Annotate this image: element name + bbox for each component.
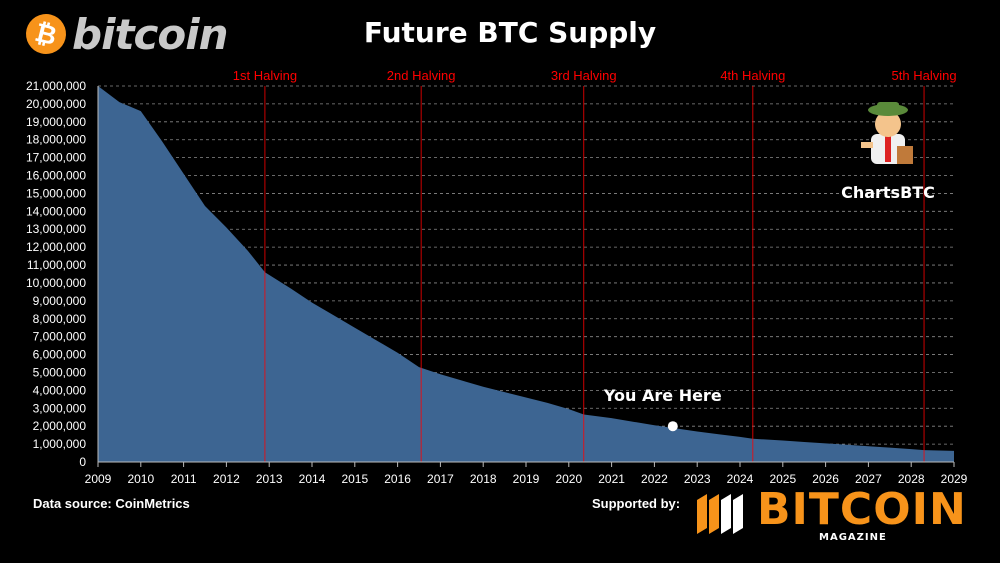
y-tick-label: 2,000,000 <box>33 419 87 433</box>
y-tick-label: 21,000,000 <box>26 79 86 93</box>
y-tick-label: 20,000,000 <box>26 97 86 111</box>
y-tick-label: 4,000,000 <box>33 383 87 397</box>
y-tick-label: 17,000,000 <box>26 151 86 165</box>
supply-area <box>98 86 954 462</box>
x-tick-label: 2013 <box>256 472 283 486</box>
x-tick-label: 2016 <box>384 472 411 486</box>
y-tick-label: 8,000,000 <box>33 312 87 326</box>
y-tick-label: 18,000,000 <box>26 133 86 147</box>
you-are-here-marker <box>667 421 678 432</box>
x-tick-label: 2021 <box>598 472 625 486</box>
magazine-subtitle: MAGAZINE <box>819 532 887 543</box>
x-tick-label: 2025 <box>769 472 796 486</box>
x-tick-label: 2020 <box>555 472 582 486</box>
x-tick-label: 2023 <box>684 472 711 486</box>
y-tick-label: 13,000,000 <box>26 222 86 236</box>
you-are-here-label: You Are Here <box>603 386 722 405</box>
y-tick-label: 12,000,000 <box>26 240 86 254</box>
x-tick-label: 2028 <box>898 472 925 486</box>
x-tick-label: 2018 <box>470 472 497 486</box>
y-tick-label: 5,000,000 <box>33 365 87 379</box>
y-tick-label: 19,000,000 <box>26 115 86 129</box>
x-tick-label: 2009 <box>85 472 112 486</box>
chartsbtc-badge: ChartsBTC <box>840 96 936 202</box>
magazine-word: BITCOIN <box>757 484 967 535</box>
chart-title: Future BTC Supply <box>363 16 657 49</box>
halving-label: 2nd Halving <box>387 68 456 83</box>
x-tick-label: 2012 <box>213 472 240 486</box>
y-tick-label: 16,000,000 <box>26 169 86 183</box>
cartoon-mascot-icon <box>861 102 913 164</box>
x-tick-label: 2010 <box>127 472 154 486</box>
x-tick-label: 2027 <box>855 472 882 486</box>
y-tick-label: 3,000,000 <box>33 401 87 415</box>
y-tick-label: 0 <box>79 455 86 469</box>
y-tick-label: 9,000,000 <box>33 294 87 308</box>
x-tick-label: 2024 <box>727 472 754 486</box>
y-tick-label: 6,000,000 <box>33 348 87 362</box>
y-tick-label: 7,000,000 <box>33 330 87 344</box>
halving-label: 3rd Halving <box>551 68 617 83</box>
data-source-note: Data source: CoinMetrics <box>33 496 190 511</box>
y-tick-label: 14,000,000 <box>26 204 86 218</box>
chartsbtc-label: ChartsBTC <box>841 183 935 202</box>
bitcoin-logo-text: bitcoin <box>72 9 229 59</box>
y-tick-label: 10,000,000 <box>26 276 86 290</box>
bitcoin-logo: ₿ bitcoin <box>21 9 229 59</box>
halving-label: 4th Halving <box>720 68 785 83</box>
y-tick-label: 1,000,000 <box>33 437 87 451</box>
x-tick-label: 2026 <box>812 472 839 486</box>
x-tick-label: 2022 <box>641 472 668 486</box>
y-tick-label: 11,000,000 <box>27 258 86 272</box>
x-tick-label: 2017 <box>427 472 454 486</box>
halving-label: 5th Halving <box>892 68 957 83</box>
halving-label: 1st Halving <box>233 68 297 83</box>
x-tick-label: 2019 <box>513 472 540 486</box>
bitcoin-magazine-logo: BITCOIN MAGAZINE <box>697 488 967 548</box>
x-tick-label: 2029 <box>941 472 968 486</box>
magazine-stripes-icon <box>697 494 743 534</box>
x-tick-label: 2014 <box>299 472 326 486</box>
supported-by-label: Supported by: <box>592 496 681 511</box>
y-tick-label: 15,000,000 <box>26 186 86 200</box>
x-tick-label: 2011 <box>171 472 197 486</box>
x-tick-label: 2015 <box>341 472 368 486</box>
